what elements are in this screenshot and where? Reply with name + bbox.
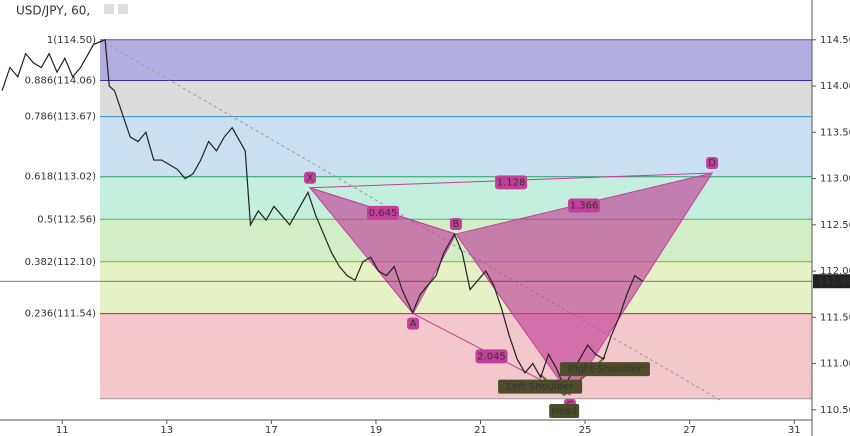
y-tick-label: 113.50: [820, 127, 850, 138]
hs-box: [559, 362, 650, 377]
last-price-box: [813, 274, 850, 289]
fib-band: [100, 39, 812, 81]
fib-band: [100, 80, 812, 117]
fib-label: 0.618(113.02): [25, 172, 97, 183]
point-label: X: [307, 173, 314, 184]
point-label: D: [708, 158, 716, 169]
ratio-box: [366, 205, 399, 220]
y-tick-label: 111.50: [820, 312, 850, 323]
y-tick-label: 112.00: [820, 266, 850, 277]
fib-label: 1(114.50): [47, 35, 96, 46]
ratio-label: 0.645: [369, 208, 398, 219]
x-tick-label: 27: [683, 425, 696, 436]
point-label-box: [706, 156, 719, 169]
fib-label: 0.382(112.10): [25, 257, 97, 268]
ratio-label: 1.128: [497, 177, 526, 188]
y-tick-label: 110.50: [820, 405, 850, 416]
settings-icon[interactable]: [104, 4, 114, 14]
point-label-box: [407, 317, 420, 330]
price-line: [1, 38, 643, 389]
ratio-label: 1.366: [570, 201, 599, 212]
hs-label: Right Shoulder: [568, 364, 643, 375]
x-tick-label: 13: [160, 425, 173, 436]
x-tick-label: 21: [474, 425, 487, 436]
y-tick-label: 114.00: [820, 81, 850, 92]
close-icon[interactable]: [118, 4, 128, 14]
point-label: B: [452, 219, 459, 230]
ratio-box: [475, 349, 508, 364]
ratio-box: [568, 198, 601, 213]
y-tick-label: 111.00: [820, 359, 850, 370]
y-tick-label: 113.00: [820, 174, 850, 185]
x-tick-label: 25: [579, 425, 592, 436]
fib-band: [100, 313, 812, 399]
fib-label: 0.236(111.54): [25, 309, 97, 320]
ratio-label: 2.045: [477, 351, 506, 362]
x-tick-label: 11: [56, 425, 69, 436]
fib-label: 0.786(113.67): [25, 112, 97, 123]
hs-label: Head: [551, 406, 577, 417]
fib-label: 0.5(112.56): [37, 214, 96, 225]
point-label: A: [410, 319, 417, 330]
y-tick-label: 114.50: [820, 35, 850, 46]
fib-label: 0.886(114.06): [25, 75, 97, 86]
point-label-box: [304, 171, 317, 184]
hs-box: [549, 404, 580, 419]
point-label-box: [449, 218, 462, 231]
x-tick-label: 17: [265, 425, 278, 436]
x-tick-label: 31: [788, 425, 801, 436]
hs-label: Left Shoulder: [507, 382, 574, 393]
hs-box: [498, 379, 583, 394]
ratio-box: [495, 175, 528, 190]
fib-band: [100, 261, 812, 314]
x-tick-label: 19: [370, 425, 383, 436]
y-tick-label: 112.50: [820, 220, 850, 231]
last-price-label: 111.89: [818, 276, 850, 287]
symbol: USD/JPY, 60,: [16, 4, 90, 18]
